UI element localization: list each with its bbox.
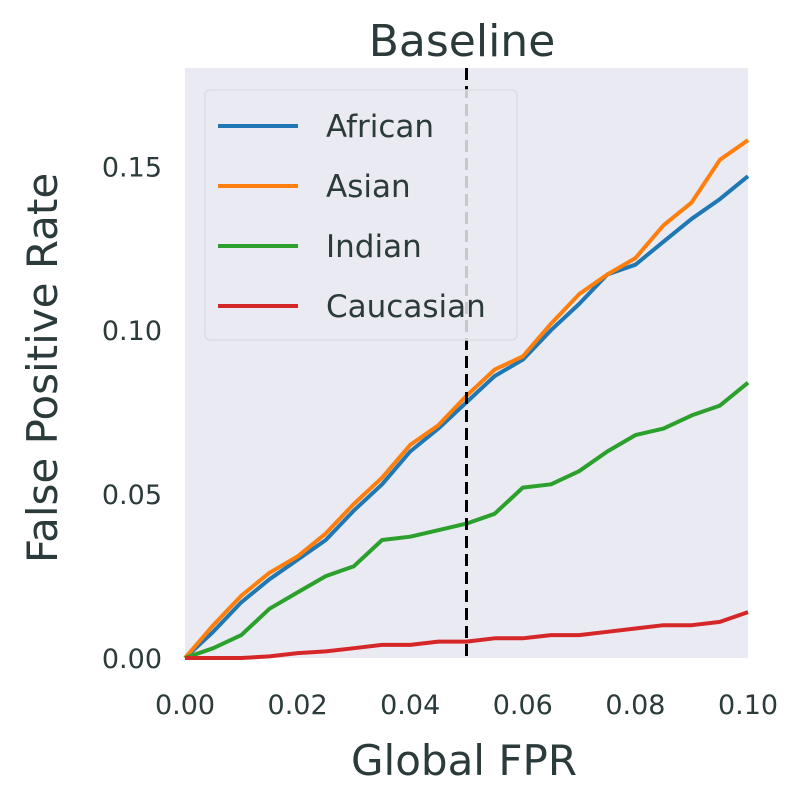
legend-label-african: African <box>326 109 434 145</box>
x-tick-label: 0.10 <box>718 690 778 721</box>
y-tick-label: 0.15 <box>102 152 162 183</box>
x-tick-label: 0.00 <box>155 690 215 721</box>
y-axis-ticks: 0.00 0.05 0.10 0.15 <box>102 152 162 675</box>
chart-title: Baseline <box>369 16 556 67</box>
x-tick-label: 0.02 <box>268 690 328 721</box>
x-axis-ticks: 0.00 0.02 0.04 0.06 0.08 0.10 <box>155 690 778 721</box>
legend: African Asian Indian Caucasian <box>204 89 518 341</box>
x-tick-label: 0.04 <box>380 690 440 721</box>
y-tick-label: 0.00 <box>102 644 162 675</box>
y-tick-label: 0.05 <box>102 480 162 511</box>
legend-label-caucasian: Caucasian <box>326 289 486 325</box>
y-axis-label: False Positive Rate <box>18 173 67 563</box>
y-tick-label: 0.10 <box>102 316 162 347</box>
legend-box <box>204 89 518 341</box>
legend-label-indian: Indian <box>326 229 422 265</box>
x-tick-label: 0.08 <box>605 690 665 721</box>
x-tick-label: 0.06 <box>493 690 553 721</box>
legend-label-asian: Asian <box>326 169 411 205</box>
series-line-caucasian <box>185 610 749 660</box>
x-axis-label: Global FPR <box>351 736 577 785</box>
